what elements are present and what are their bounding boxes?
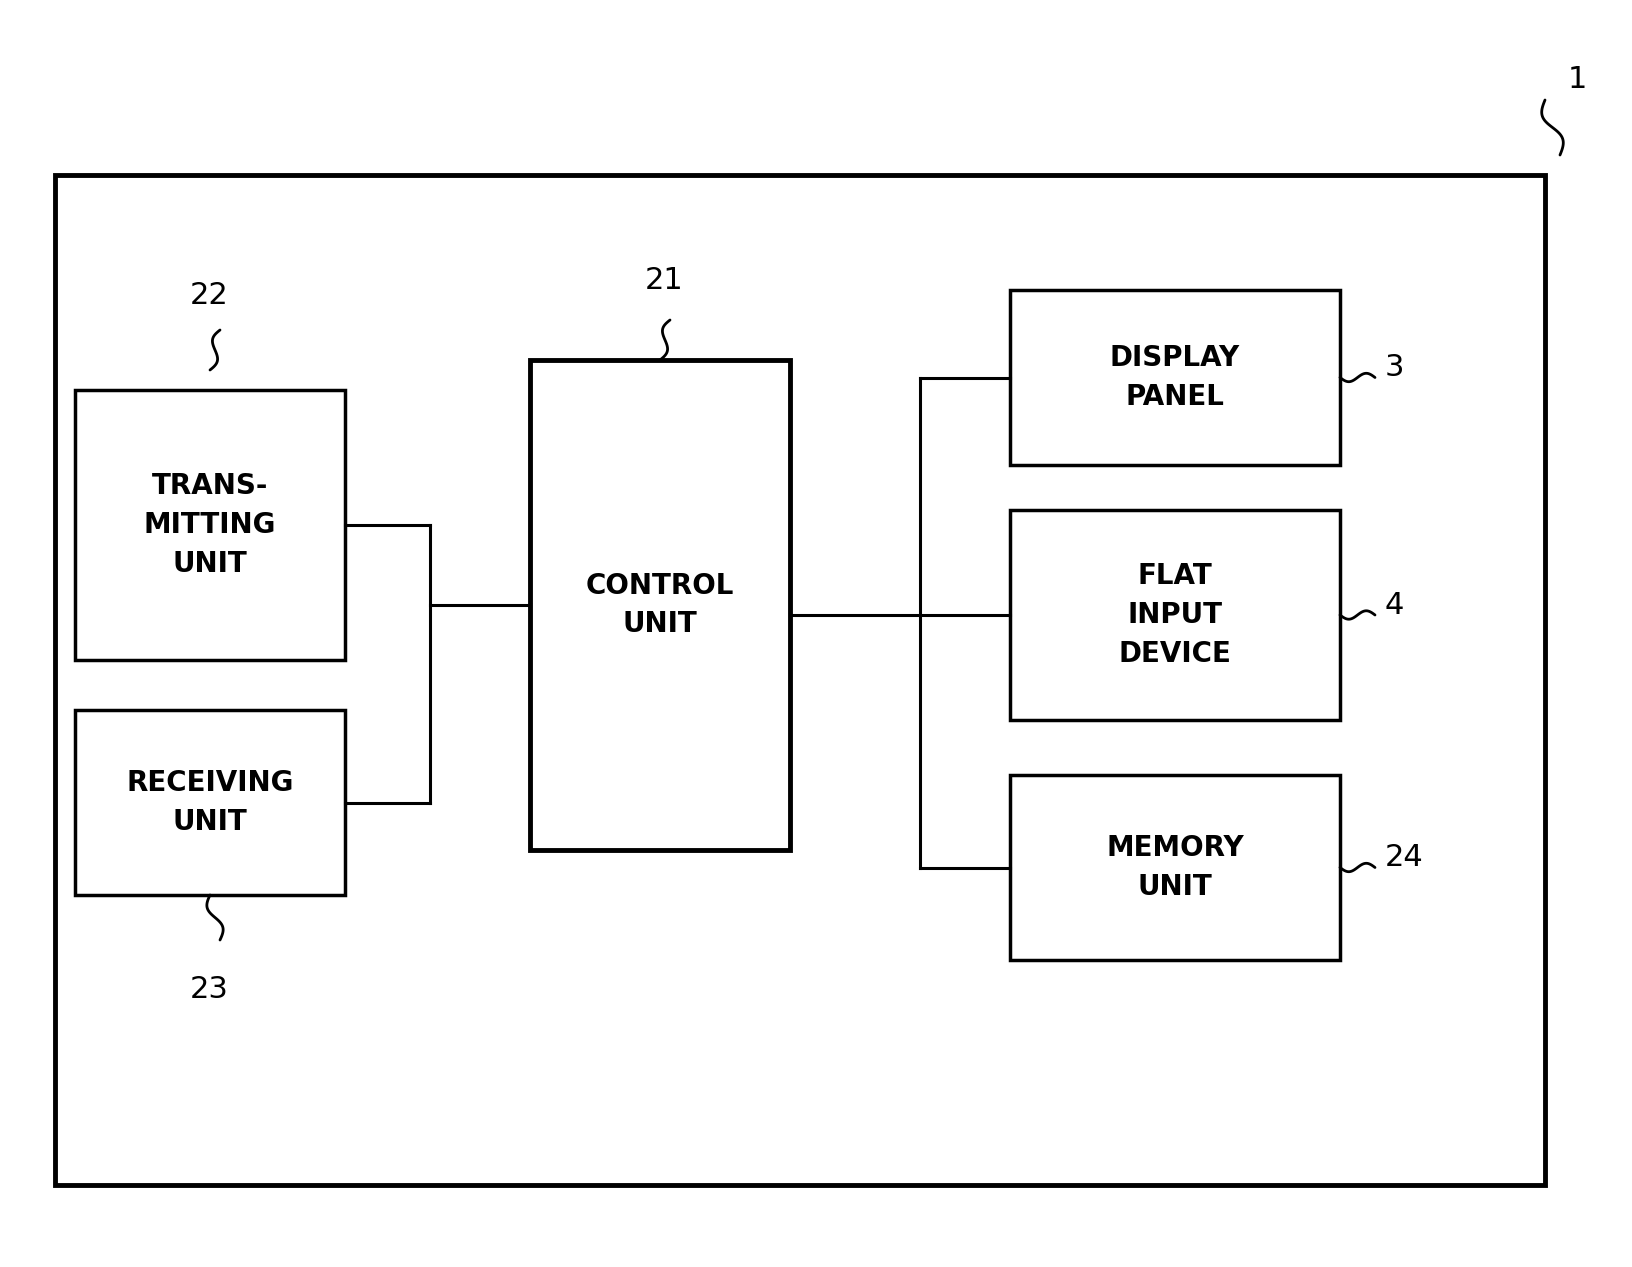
Text: RECEIVING
UNIT: RECEIVING UNIT [126,769,294,836]
Bar [1010,511,1340,720]
Bar [1010,775,1340,960]
Text: 21: 21 [645,266,684,295]
Text: 4: 4 [1386,590,1405,620]
Text: DISPLAY
PANEL: DISPLAY PANEL [1110,345,1240,411]
Bar [530,360,790,850]
Text: 22: 22 [189,281,228,310]
Text: 3: 3 [1386,353,1405,381]
Text: TRANS-
MITTING
UNIT: TRANS- MITTING UNIT [144,473,276,578]
Text: 24: 24 [1386,843,1423,872]
Bar [1010,290,1340,465]
Text: CONTROL
UNIT: CONTROL UNIT [586,571,734,639]
Text: FLAT
INPUT
DEVICE: FLAT INPUT DEVICE [1118,563,1232,668]
Bar [55,175,1546,1185]
Bar [75,710,344,895]
Text: 1: 1 [1568,66,1588,95]
Text: MEMORY
UNIT: MEMORY UNIT [1106,834,1244,901]
Text: 23: 23 [189,976,228,1003]
Bar [75,390,344,660]
